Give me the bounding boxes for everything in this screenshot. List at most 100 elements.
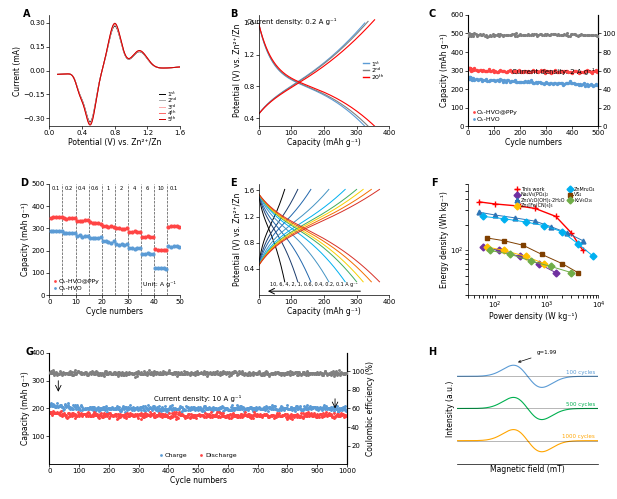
Point (228, 413, 238, 421)
This work (552, 214, 560, 220)
Point (300, 412, 310, 420)
Point (112, 404, 122, 412)
Point (275, 404, 285, 412)
Point (251, 403, 261, 411)
Y-axis label: Energy density (Wh kg⁻¹): Energy density (Wh kg⁻¹) (439, 191, 449, 288)
Point (87, 411, 97, 419)
Point (197, 370, 207, 378)
Point (339, 411, 349, 419)
Point (62, 403, 72, 411)
Point (238, 370, 247, 378)
Y-axis label: Capacity (mAh g⁻¹): Capacity (mAh g⁻¹) (22, 372, 30, 446)
Point (329, 405, 339, 413)
Point (204, 410, 213, 418)
Point (482, 33, 492, 41)
Point (223, 413, 233, 421)
Point (499, 76, 509, 84)
Point (165, 403, 175, 411)
Point (215, 404, 225, 412)
Point (287, 370, 297, 378)
Point (58, 403, 68, 411)
Point (285, 371, 295, 379)
Point (338, 410, 348, 418)
Point (207, 404, 217, 412)
Point (298, 368, 308, 376)
Point (108, 370, 118, 378)
Point (193, 412, 202, 420)
Point (135, 404, 144, 412)
Point (245, 369, 255, 377)
Point (328, 367, 338, 375)
Point (122, 225, 132, 233)
Point (143, 404, 152, 412)
Point (501, 78, 511, 86)
Point (304, 404, 314, 412)
Point (547, 30, 557, 38)
Point (230, 413, 239, 421)
Point (205, 368, 215, 376)
Point (247, 413, 257, 421)
Point (64, 403, 73, 411)
Point (127, 245, 137, 252)
Point (238, 403, 248, 411)
Point (138, 370, 148, 378)
Point (159, 370, 168, 378)
Point (69, 368, 79, 376)
Point (320, 410, 329, 418)
Point (122, 403, 131, 411)
Point (147, 406, 157, 414)
Point (144, 411, 154, 419)
Point (196, 369, 206, 377)
Point (283, 412, 293, 420)
Point (466, 65, 476, 73)
Point (265, 370, 275, 378)
Zn₂V₂O(OH)₂·2H₂O (491, 212, 499, 218)
Point (463, 64, 473, 72)
Point (85, 403, 94, 411)
Point (181, 368, 191, 376)
Point (147, 371, 157, 379)
Point (552, 68, 561, 76)
Point (51, 409, 61, 417)
Point (258, 369, 268, 377)
Point (203, 370, 213, 378)
Point (308, 411, 318, 419)
Point (466, 30, 476, 38)
Point (294, 404, 304, 412)
ZnMn₂O₄ (523, 219, 530, 225)
Point (299, 412, 308, 420)
Line: ZnMn₂O₄: ZnMn₂O₄ (481, 214, 596, 259)
Point (314, 369, 324, 377)
Point (72, 412, 81, 420)
Point (44, 401, 54, 409)
Point (592, 32, 602, 40)
Point (188, 370, 198, 378)
Point (51, 369, 61, 377)
Point (236, 410, 246, 418)
Point (148, 250, 158, 257)
Point (106, 370, 116, 378)
Point (121, 371, 131, 379)
Line: Zn₂[Fe(CN)₆]₆: Zn₂[Fe(CN)₆]₆ (484, 245, 547, 266)
Point (325, 405, 334, 413)
Point (56, 369, 66, 377)
Point (232, 405, 242, 413)
Point (167, 413, 176, 421)
Point (259, 403, 269, 411)
Point (172, 222, 181, 230)
Point (78, 410, 88, 418)
Point (465, 31, 474, 39)
Point (186, 404, 196, 412)
Point (503, 67, 513, 75)
Point (174, 408, 184, 416)
Point (56, 367, 65, 375)
Point (246, 414, 256, 422)
Point (217, 403, 226, 411)
Point (168, 412, 178, 420)
Point (131, 403, 141, 411)
Point (465, 74, 475, 82)
Point (286, 410, 296, 418)
Point (162, 413, 172, 421)
Point (109, 411, 119, 419)
Na₂V₆(PO₄)₂ (479, 244, 487, 250)
